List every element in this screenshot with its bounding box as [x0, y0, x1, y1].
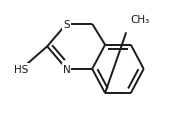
Text: CH₃: CH₃ [131, 15, 150, 25]
Text: N: N [63, 64, 70, 74]
Text: S: S [63, 20, 70, 30]
Text: HS: HS [14, 64, 29, 74]
